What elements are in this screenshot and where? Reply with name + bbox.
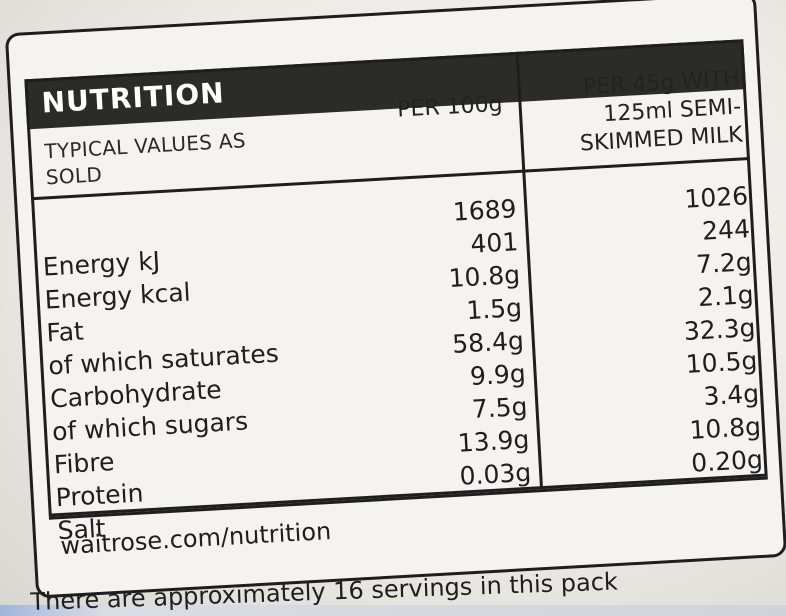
nutrition-label: NUTRITION TYPICAL VALUES AS SOLD PER 100… (4, 0, 786, 599)
per-45g-heading: PER 45g WITH 125ml SEMI-SKIMMED MILK (579, 66, 744, 157)
per-45g-values: 1026 244 7.2g 2.1g 32.3g 10.5g 3.4g 10.8… (537, 179, 763, 487)
nutrient-names: Energy kJ Energy kcal Fat of which satur… (42, 233, 378, 547)
per-100g-values: 1689 401 10.8g 1.5g 58.4g 9.9g 7.5g 13.9… (348, 192, 532, 498)
